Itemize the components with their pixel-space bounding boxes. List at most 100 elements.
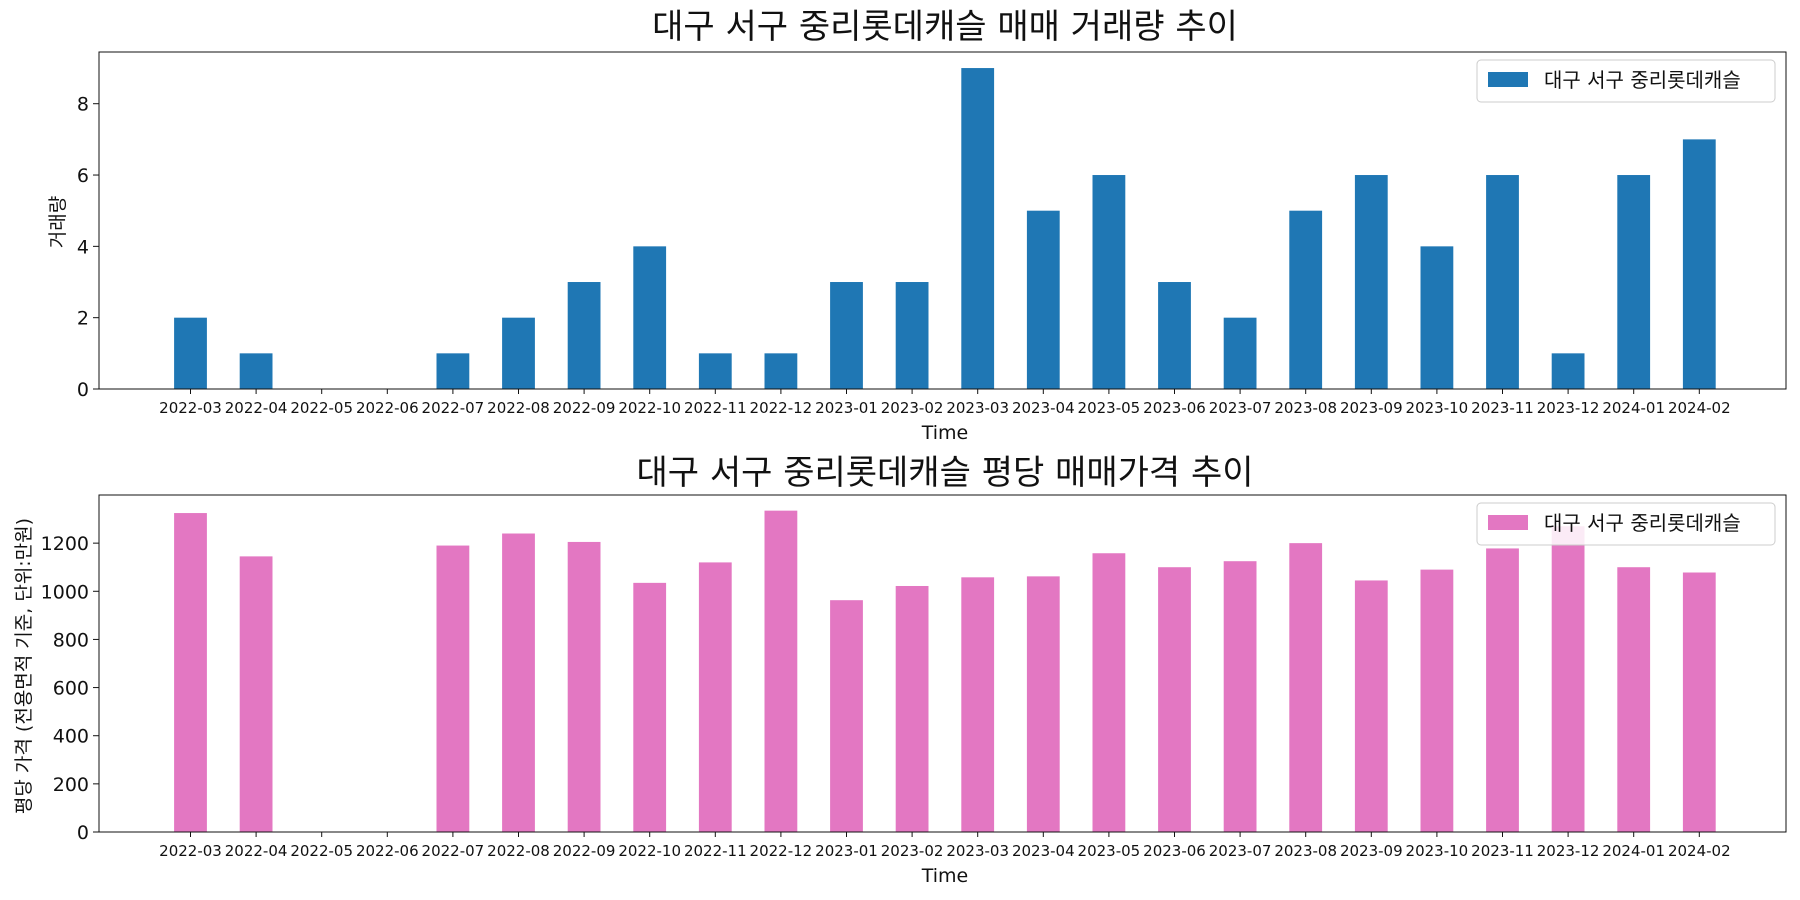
y-tick-label: 1200: [41, 533, 89, 555]
x-tick-label: 2022-08: [487, 399, 550, 417]
x-tick-label: 2023-06: [1143, 399, 1206, 417]
bar-group: [174, 68, 1716, 390]
x-tick-label: 2023-12: [1537, 399, 1600, 417]
bar: [1486, 548, 1519, 832]
plot-frame: [98, 494, 1787, 833]
bar: [1617, 567, 1651, 832]
bar: [1026, 576, 1060, 832]
x-tick-label: 2023-08: [1274, 399, 1337, 417]
x-tick-label: 2022-05: [290, 842, 353, 860]
bar: [436, 545, 470, 832]
x-axis-label: Time: [921, 422, 969, 444]
bar: [1223, 561, 1257, 832]
x-tick-label: 2022-12: [750, 842, 813, 860]
bar: [502, 533, 535, 832]
x-tick-label: 2024-02: [1668, 842, 1731, 860]
x-tick-label: 2023-06: [1143, 842, 1206, 860]
bar: [1289, 543, 1323, 832]
legend-label: 대구 서구 중리롯데캐슬: [1544, 511, 1741, 535]
legend: 대구 서구 중리롯데캐슬: [1476, 502, 1776, 546]
x-tick-label: 2023-08: [1274, 842, 1337, 860]
x-tick-label: 2023-10: [1406, 399, 1469, 417]
x-tick-label: 2022-05: [290, 399, 353, 417]
x-tick-label: 2022-03: [159, 842, 222, 860]
legend-swatch: [1488, 72, 1528, 87]
volume-chart: 대구 서구 중리롯데캐슬 매매 거래량 추이 2022-03 2022-04 202…: [47, 7, 1787, 444]
x-tick-label: 2023-04: [1012, 399, 1075, 417]
bar: [1354, 175, 1388, 389]
x-axis-label: Time: [921, 865, 969, 887]
x-tick-label: 2023-02: [881, 399, 944, 417]
bar: [764, 510, 798, 832]
y-tick-label: 400: [53, 726, 89, 748]
x-tick-label: 2023-07: [1209, 399, 1272, 417]
x-tick-label: 2023-02: [881, 842, 944, 860]
plot-frame: [98, 51, 1787, 390]
bar: [830, 600, 863, 832]
bar: [1092, 553, 1126, 832]
bar: [1158, 567, 1191, 832]
bar: [174, 317, 207, 389]
x-tick-label: 2023-03: [946, 399, 1009, 417]
x-tick-label: 2023-09: [1340, 842, 1403, 860]
bar: [436, 353, 470, 389]
bar: [830, 282, 863, 389]
y-tick-label: 800: [53, 629, 89, 651]
bar: [1486, 175, 1519, 389]
bar: [1617, 175, 1651, 389]
x-tick-label: 2022-04: [225, 399, 288, 417]
legend: 대구 서구 중리롯데캐슬: [1476, 59, 1776, 103]
bar: [1682, 139, 1716, 389]
y-tick-label: 8: [77, 94, 89, 116]
x-tick-label: 2022-10: [618, 399, 681, 417]
bar: [1223, 317, 1257, 389]
bar: [961, 577, 995, 832]
x-tick-label: 2023-01: [815, 842, 878, 860]
bar: [1551, 353, 1585, 389]
x-tick-label: 2022-11: [684, 399, 747, 417]
y-axis-label: 거래량: [47, 196, 69, 248]
x-tick-label: 2024-01: [1602, 842, 1665, 860]
x-tick-label: 2023-05: [1078, 842, 1141, 860]
bar: [567, 282, 601, 389]
bar: [633, 246, 667, 389]
chart-title: 대구 서구 중리롯데캐슬 평당 매매가격 추이: [636, 453, 1253, 493]
legend-label: 대구 서구 중리롯데캐슬: [1544, 68, 1741, 92]
x-tick-label: 2022-11: [684, 842, 747, 860]
bar: [895, 282, 929, 389]
x-tick-label: 2022-03: [159, 399, 222, 417]
bar: [1289, 210, 1323, 389]
x-tick-label: 2022-12: [750, 399, 813, 417]
x-axis-ticks: 2022-03 2022-04 2022-05 2022-06 2022-07 2022-…: [159, 832, 1731, 860]
y-tick-label: 2: [77, 308, 89, 330]
x-tick-label: 2022-09: [553, 842, 616, 860]
bar: [239, 556, 273, 832]
x-tick-label: 2023-10: [1406, 842, 1469, 860]
price-chart: 대구 서구 중리롯데캐슬 평당 매매가격 추이 2022-03 2022-04 20…: [13, 453, 1787, 887]
y-axis-ticks: 0 200 400 600 800 1000 1200: [41, 533, 99, 844]
x-tick-label: 2023-09: [1340, 399, 1403, 417]
y-tick-label: 6: [77, 165, 89, 187]
bar: [1092, 175, 1126, 389]
x-tick-label: 2022-06: [356, 842, 419, 860]
y-axis-label: 평당 가격 (전용면적 기준, 단위:만원): [13, 518, 35, 814]
bar: [567, 541, 601, 832]
x-tick-label: 2023-11: [1471, 399, 1534, 417]
bar: [239, 353, 273, 389]
y-tick-label: 600: [53, 678, 89, 700]
y-tick-label: 4: [77, 236, 89, 258]
x-tick-label: 2023-04: [1012, 842, 1075, 860]
bar: [633, 582, 667, 832]
x-tick-label: 2023-11: [1471, 842, 1534, 860]
x-tick-label: 2022-08: [487, 842, 550, 860]
bar-group: [174, 510, 1716, 832]
legend-swatch: [1488, 515, 1528, 530]
bar: [1682, 572, 1716, 832]
bar: [698, 562, 732, 832]
y-tick-label: 1000: [41, 581, 89, 603]
x-tick-label: 2024-02: [1668, 399, 1731, 417]
x-tick-label: 2022-07: [422, 399, 485, 417]
x-tick-label: 2022-10: [618, 842, 681, 860]
bar: [961, 68, 995, 390]
